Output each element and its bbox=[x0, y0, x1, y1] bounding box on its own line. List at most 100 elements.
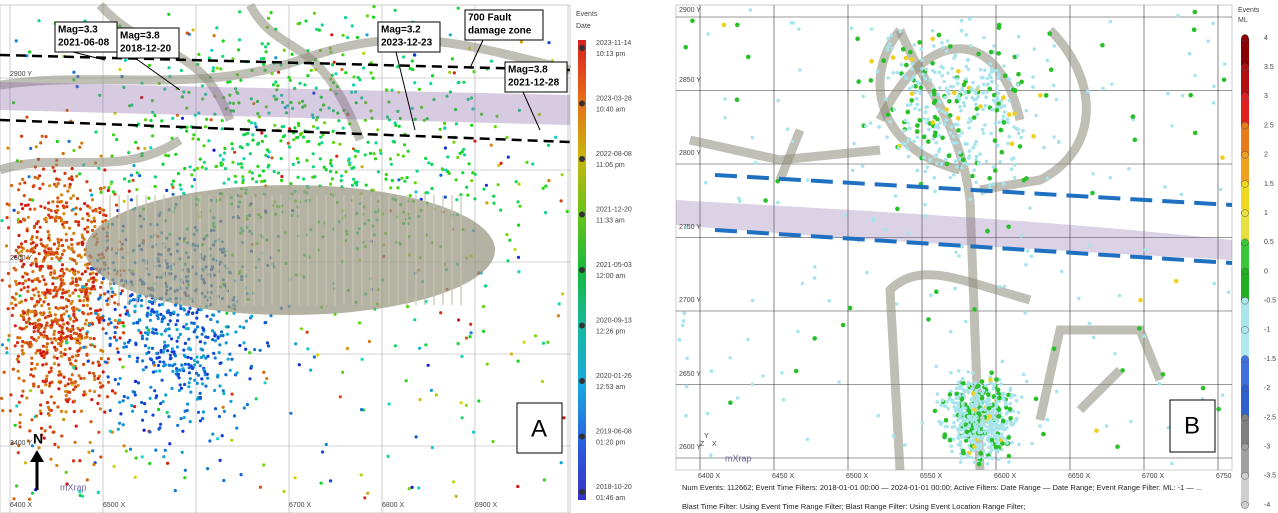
event-dot bbox=[1088, 244, 1092, 248]
event-dot bbox=[929, 294, 933, 298]
event-dot bbox=[988, 183, 992, 187]
event-dot bbox=[99, 381, 102, 384]
event-dot bbox=[87, 313, 90, 316]
event-dot bbox=[298, 82, 301, 85]
event-dot bbox=[100, 208, 103, 211]
event-dot bbox=[74, 385, 77, 388]
event-dot bbox=[162, 350, 165, 353]
event-dot bbox=[127, 314, 130, 317]
event-dot bbox=[943, 96, 947, 100]
event-dot bbox=[260, 131, 263, 134]
event-dot bbox=[997, 121, 1001, 125]
event-dot bbox=[0, 397, 3, 400]
event-dot bbox=[942, 435, 947, 440]
event-dot bbox=[865, 271, 869, 275]
event-dot bbox=[431, 446, 434, 449]
event-dot bbox=[183, 476, 186, 479]
event-dot bbox=[1017, 411, 1021, 415]
event-dot bbox=[11, 314, 14, 317]
event-dot bbox=[51, 321, 54, 324]
event-dot bbox=[216, 67, 219, 70]
event-dot bbox=[1024, 263, 1028, 267]
event-dot bbox=[33, 305, 36, 308]
event-dot bbox=[35, 145, 38, 148]
event-dot bbox=[994, 445, 999, 450]
event-dot bbox=[547, 144, 550, 147]
event-dot bbox=[958, 394, 962, 398]
event-dot bbox=[54, 313, 57, 316]
event-dot bbox=[92, 463, 95, 466]
event-dot bbox=[226, 81, 229, 84]
event-dot bbox=[223, 410, 226, 413]
event-dot bbox=[439, 128, 442, 131]
logo: mXrap bbox=[725, 453, 752, 463]
event-dot bbox=[397, 178, 400, 181]
event-dot bbox=[47, 406, 50, 409]
event-dot bbox=[946, 71, 950, 75]
event-dot bbox=[135, 456, 138, 459]
event-dot bbox=[123, 200, 126, 203]
event-dot bbox=[226, 333, 229, 336]
event-dot bbox=[902, 74, 906, 78]
event-dot bbox=[523, 341, 526, 344]
event-dot bbox=[948, 113, 953, 118]
event-dot bbox=[957, 428, 961, 432]
event-dot bbox=[365, 184, 368, 187]
event-dot bbox=[330, 33, 333, 36]
event-dot bbox=[85, 332, 88, 335]
event-dot bbox=[977, 85, 981, 89]
colorbar-label: 4 bbox=[1264, 35, 1268, 42]
event-dot bbox=[220, 330, 223, 333]
event-dot bbox=[1010, 423, 1014, 427]
event-dot bbox=[683, 45, 688, 50]
event-dot bbox=[229, 400, 232, 403]
event-dot bbox=[49, 382, 52, 385]
event-dot bbox=[931, 29, 935, 33]
event-dot bbox=[30, 336, 33, 339]
event-dot bbox=[39, 412, 42, 415]
event-dot bbox=[944, 118, 948, 122]
event-dot bbox=[1115, 445, 1120, 450]
event-dot bbox=[185, 313, 188, 316]
event-dot bbox=[77, 335, 80, 338]
event-dot bbox=[200, 377, 203, 380]
event-dot bbox=[366, 14, 369, 17]
event-dot bbox=[337, 119, 340, 122]
event-dot bbox=[21, 178, 24, 181]
event-dot bbox=[369, 152, 372, 155]
event-dot bbox=[340, 68, 343, 71]
event-dot bbox=[313, 12, 316, 15]
event-dot bbox=[171, 370, 174, 373]
event-dot bbox=[154, 396, 157, 399]
event-dot bbox=[780, 371, 784, 375]
event-dot bbox=[1031, 85, 1035, 89]
event-dot bbox=[28, 175, 31, 178]
event-dot bbox=[262, 169, 265, 172]
event-dot bbox=[985, 229, 990, 234]
event-dot bbox=[151, 327, 154, 330]
event-dot bbox=[908, 50, 913, 55]
event-dot bbox=[1003, 104, 1007, 108]
event-dot bbox=[140, 401, 143, 404]
event-dot bbox=[29, 147, 32, 150]
event-dot bbox=[911, 62, 915, 66]
event-dot bbox=[1038, 93, 1043, 98]
event-dot bbox=[127, 151, 130, 154]
event-dot bbox=[149, 397, 152, 400]
event-dot bbox=[926, 118, 930, 122]
event-dot bbox=[485, 201, 488, 204]
event-dot bbox=[17, 360, 20, 363]
event-dot bbox=[922, 156, 926, 160]
event-dot bbox=[199, 340, 202, 343]
event-dot bbox=[170, 337, 173, 340]
event-dot bbox=[427, 364, 430, 367]
event-dot bbox=[443, 122, 446, 125]
event-dot bbox=[405, 379, 408, 382]
event-dot bbox=[75, 425, 78, 428]
event-dot bbox=[30, 345, 33, 348]
event-dot bbox=[325, 443, 328, 446]
event-dot bbox=[80, 256, 83, 259]
event-dot bbox=[283, 134, 286, 137]
event-dot bbox=[199, 392, 202, 395]
event-dot bbox=[62, 206, 65, 209]
